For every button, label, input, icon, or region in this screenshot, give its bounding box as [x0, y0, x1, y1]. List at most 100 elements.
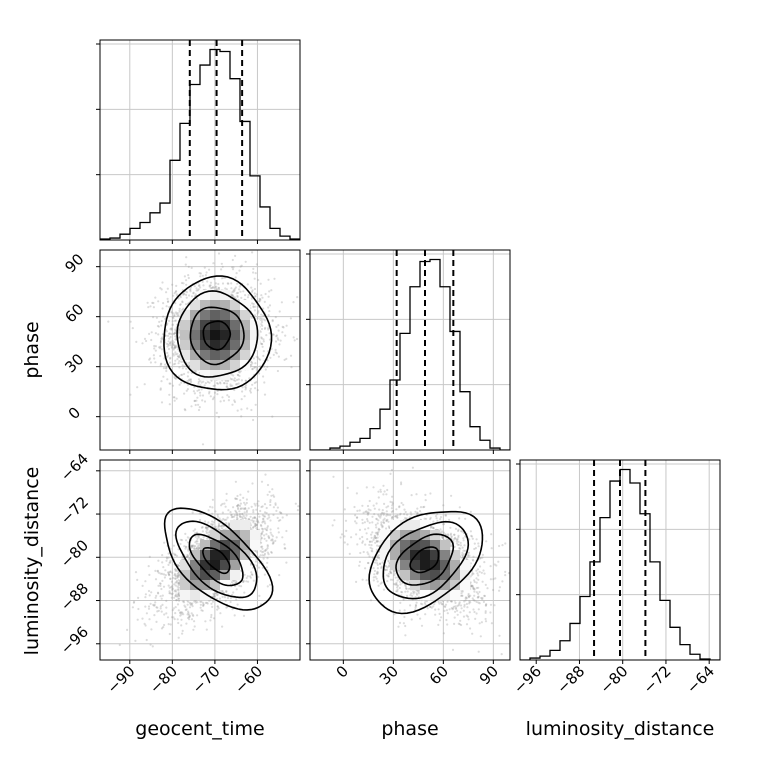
sample-point: [215, 411, 218, 414]
density-cell: [200, 540, 211, 551]
sample-point: [159, 572, 162, 575]
sample-point: [178, 356, 181, 359]
sample-point: [218, 517, 221, 520]
sample-point: [196, 531, 199, 534]
sample-point: [188, 365, 191, 368]
sample-point: [197, 382, 200, 385]
sample-point: [261, 547, 264, 550]
density-cell: [200, 350, 211, 361]
sample-point: [262, 318, 265, 321]
sample-point: [196, 601, 199, 604]
sample-point: [181, 301, 184, 304]
sample-point: [196, 535, 200, 538]
sample-point: [225, 492, 228, 495]
sample-point: [263, 573, 266, 576]
sample-point: [206, 280, 209, 283]
sample-point: [205, 527, 208, 530]
sample-point: [242, 290, 245, 293]
sample-point: [215, 285, 218, 288]
sample-point: [257, 309, 260, 312]
density-cell: [210, 530, 221, 541]
sample-point: [217, 287, 220, 290]
sample-point: [227, 522, 230, 525]
density-cell: [190, 590, 201, 601]
sample-point: [183, 365, 186, 368]
sample-point: [187, 557, 190, 560]
sample-point: [250, 573, 253, 576]
density-cell: [220, 290, 231, 301]
sample-point: [188, 606, 192, 609]
sample-point: [269, 528, 272, 531]
sample-point: [177, 586, 180, 589]
sample-point: [237, 508, 240, 511]
sample-point: [258, 594, 261, 598]
sample-point: [245, 510, 248, 514]
sample-point: [144, 624, 147, 627]
sample-point: [183, 392, 186, 395]
sample-point: [202, 536, 205, 539]
sample-point: [182, 293, 185, 296]
sample-point: [255, 263, 258, 266]
sample-point: [174, 553, 177, 557]
sample-point: [240, 296, 243, 299]
sample-point: [157, 325, 160, 328]
sample-point: [255, 523, 258, 527]
sample-point: [292, 336, 295, 339]
sample-point: [187, 265, 190, 268]
sample-point: [260, 317, 263, 320]
sample-point: [164, 366, 168, 369]
sample-point: [259, 358, 262, 361]
sample-point: [208, 390, 211, 393]
sample-point: [155, 606, 158, 609]
sample-point: [174, 346, 177, 349]
sample-point: [209, 505, 212, 508]
sample-point: [218, 525, 221, 528]
sample-point: [148, 573, 151, 577]
sample-point: [274, 502, 277, 505]
sample-point: [230, 287, 233, 290]
sample-point: [154, 569, 157, 573]
sample-point: [225, 590, 228, 593]
sample-point: [182, 307, 185, 310]
sample-point: [266, 557, 269, 560]
sample-point: [174, 351, 177, 354]
sample-point: [173, 396, 176, 399]
sample-point: [190, 544, 193, 547]
sample-point: [201, 280, 204, 283]
sample-point: [212, 594, 216, 597]
sample-point: [191, 544, 194, 548]
sample-point: [200, 609, 203, 612]
density-cell: [200, 550, 211, 561]
sample-point: [215, 592, 218, 595]
sample-point: [162, 367, 166, 370]
sample-point: [255, 366, 258, 369]
sample-point: [280, 512, 283, 515]
sample-point: [159, 287, 162, 290]
sample-point: [131, 606, 134, 609]
sample-point: [251, 290, 254, 293]
density-cell: [250, 530, 261, 541]
sample-point: [255, 355, 258, 358]
sample-point: [176, 588, 179, 591]
sample-point: [160, 380, 163, 383]
sample-point: [268, 290, 271, 293]
sample-point: [238, 269, 241, 272]
sample-point: [260, 524, 263, 528]
density-cell: [200, 370, 211, 381]
sample-point: [196, 614, 199, 617]
sample-point: [211, 600, 215, 603]
sample-point: [204, 274, 207, 277]
sample-point: [195, 547, 198, 551]
sample-point: [174, 311, 178, 314]
density-cell: [210, 290, 221, 301]
density-cell: [220, 310, 231, 321]
sample-point: [165, 305, 168, 308]
sample-point: [171, 587, 174, 590]
sample-point: [157, 571, 160, 574]
sample-point: [231, 608, 234, 611]
sample-point: [165, 559, 168, 562]
contour-1: [188, 533, 244, 587]
sample-point: [275, 334, 278, 337]
sample-point: [166, 616, 170, 619]
